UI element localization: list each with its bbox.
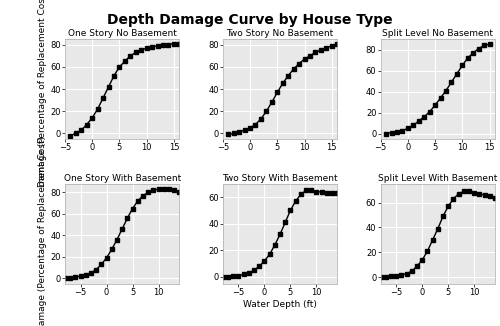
X-axis label: Water Depth (ft): Water Depth (ft) (243, 300, 317, 309)
Title: One Story No Basement: One Story No Basement (68, 29, 176, 38)
Text: Depth Damage Curve by House Type: Depth Damage Curve by House Type (107, 13, 393, 27)
Title: Split Level No Basement: Split Level No Basement (382, 29, 494, 38)
Title: Two Story No Basement: Two Story No Basement (226, 29, 334, 38)
Title: One Story With Basement: One Story With Basement (64, 174, 181, 183)
Y-axis label: Damage (Percentage of Replacement Cost): Damage (Percentage of Replacement Cost) (38, 0, 48, 187)
Y-axis label: Damage (Percentage of Replacement Cost): Damage (Percentage of Replacement Cost) (38, 136, 48, 326)
Title: Two Story With Basement: Two Story With Basement (222, 174, 338, 183)
Title: Split Level With Basement: Split Level With Basement (378, 174, 498, 183)
